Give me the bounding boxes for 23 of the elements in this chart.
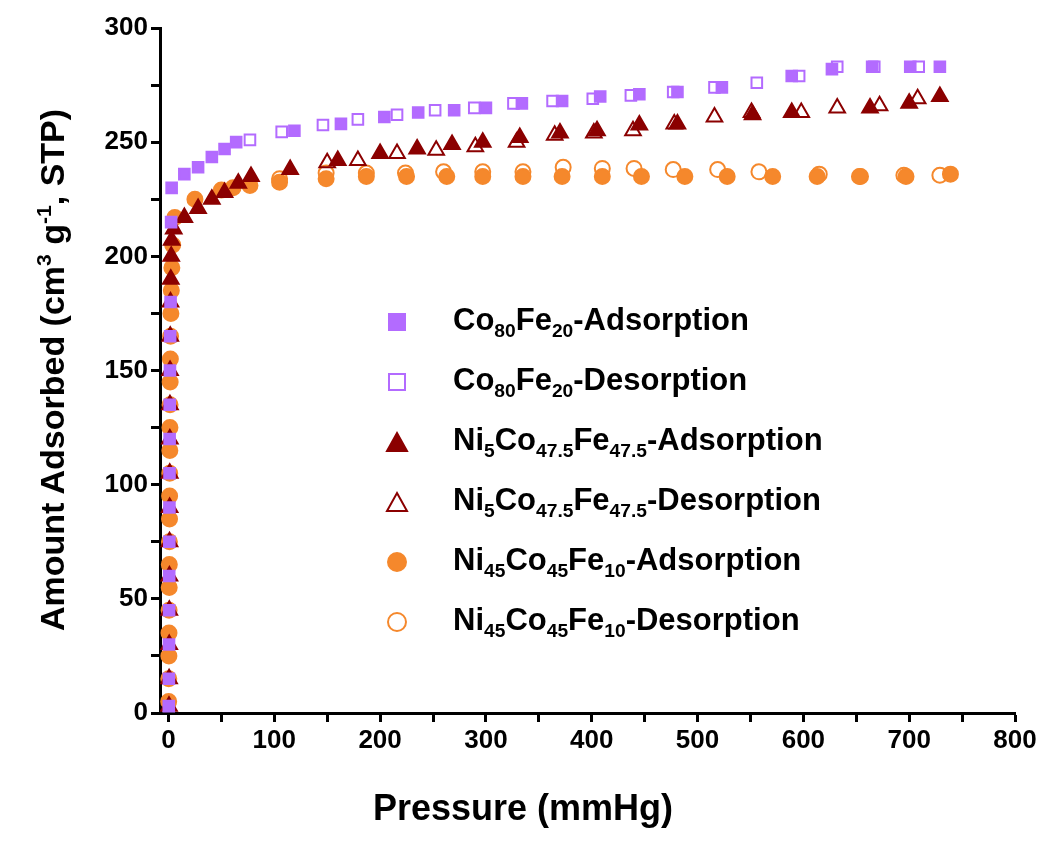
x-tick-label: 200 xyxy=(358,723,402,754)
y-tick-label: 50 xyxy=(119,582,148,613)
x-tick-label: 600 xyxy=(781,723,826,754)
legend-label: Ni$_{5}$Co$_{47.5}$Fe$_{47.5}$-Adsorption xyxy=(453,421,823,463)
x-tick-label: 800 xyxy=(993,723,1037,754)
x-tick-label: 400 xyxy=(570,723,614,754)
x-tick-label: 700 xyxy=(887,723,931,754)
x-tick-label: 500 xyxy=(675,723,720,754)
x-tick-label: 100 xyxy=(252,723,296,754)
legend-label: Co$_{80}$Fe$_{20}$-Adsorption xyxy=(453,301,749,343)
y-tick-label: 250 xyxy=(104,125,148,156)
y-tick-label: 100 xyxy=(104,467,148,498)
legend-label: Co$_{80}$Fe$_{20}$-Desorption xyxy=(453,361,748,403)
y-tick-label: 150 xyxy=(104,353,148,384)
x-tick-label: 0 xyxy=(161,723,176,754)
y-tick-label: 200 xyxy=(104,239,148,270)
y-tick-label: 0 xyxy=(133,696,148,727)
legend-label: Ni$_{45}$Co$_{45}$Fe$_{10}$-Adsorption xyxy=(453,541,802,583)
y-tick-label: 300 xyxy=(104,11,148,42)
x-tick-label: 300 xyxy=(464,723,508,754)
legend-label: Ni$_{45}$Co$_{45}$Fe$_{10}$-Desorption xyxy=(453,601,800,643)
legend-label: Ni$_{5}$Co$_{47.5}$Fe$_{47.5}$-Desorption xyxy=(453,481,821,523)
x-axis-title: Pressure (mmHg) xyxy=(371,787,675,829)
